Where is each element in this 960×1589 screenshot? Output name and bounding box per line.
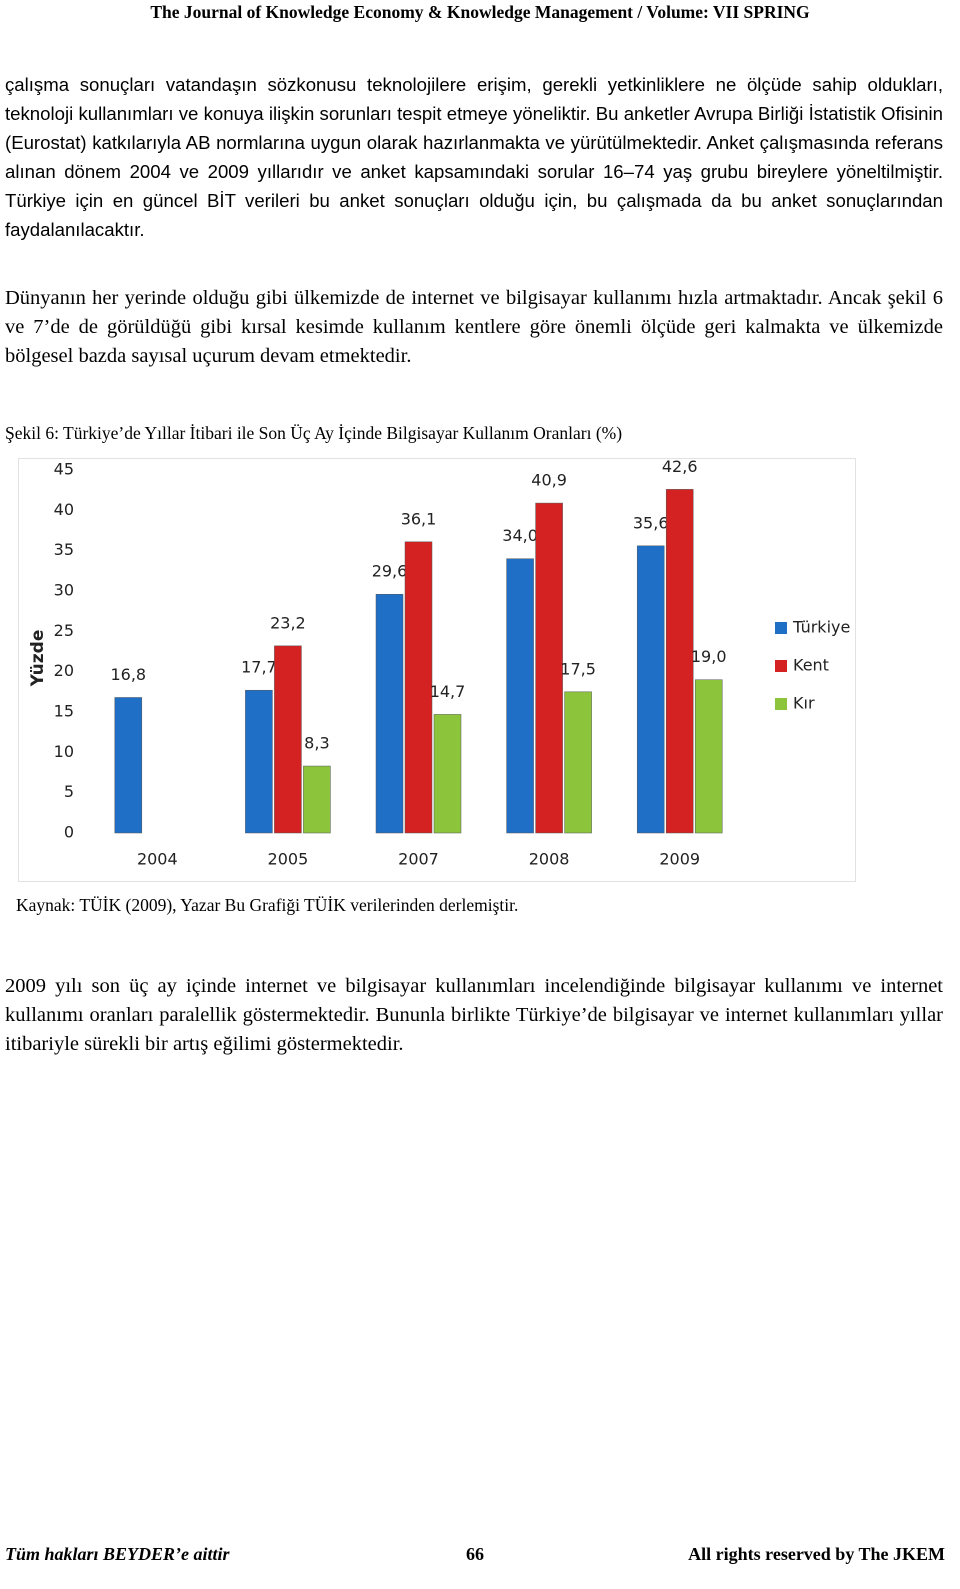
bar: [506, 558, 534, 834]
y-tick-label: 25: [54, 621, 74, 640]
y-axis-label: Yüzde: [28, 630, 48, 688]
data-label: 36,1: [401, 509, 437, 528]
bar: [665, 489, 694, 834]
data-label: 17,7: [241, 658, 277, 677]
y-tick-label: 40: [54, 500, 74, 519]
legend-label: Türkiye: [792, 618, 850, 637]
bar: [404, 541, 433, 834]
figure-source: Kaynak: TÜİK (2009), Yazar Bu Grafiği TÜ…: [16, 895, 519, 915]
y-tick-label: 30: [54, 581, 74, 600]
bar: [694, 679, 723, 834]
x-tick-label: 2005: [268, 850, 309, 869]
legend-label: Kent: [793, 656, 829, 675]
y-tick-label: 15: [54, 702, 74, 721]
page-number: 66: [466, 1544, 484, 1564]
bar: [433, 714, 462, 834]
legend-label: Kır: [793, 694, 815, 713]
bar: [375, 593, 404, 834]
y-tick-label: 0: [64, 823, 74, 842]
data-label: 29,6: [372, 562, 408, 581]
footer-left: Tüm hakları BEYDER’e aittir: [5, 1544, 230, 1564]
x-tick-label: 2004: [137, 850, 178, 869]
paragraph: Dünyanın her yerinde olduğu gibi ülkemiz…: [5, 287, 943, 367]
y-tick-label: 20: [54, 661, 74, 680]
data-label: 35,6: [633, 513, 669, 532]
data-label: 42,6: [662, 458, 698, 476]
bar: [303, 765, 331, 834]
legend-swatch: [775, 698, 787, 710]
bar: [274, 645, 302, 834]
data-label: 16,8: [110, 665, 146, 684]
bar: [535, 502, 563, 834]
y-tick-label: 10: [54, 742, 74, 761]
data-label: 8,3: [304, 734, 329, 753]
paragraph: 2009 yılı son üç ay içinde internet ve b…: [5, 975, 943, 1055]
chart: Yüzde 0 5 10 15 20 25 30 35 40 45 2004 16,8 2005 17,7…: [18, 458, 856, 882]
bar: [564, 691, 592, 834]
y-tick-label: 35: [54, 540, 74, 559]
journal-header: The Journal of Knowledge Economy & Knowl…: [150, 2, 810, 22]
bar: [636, 545, 665, 834]
y-tick-label: 5: [64, 782, 74, 801]
data-label: 40,9: [531, 471, 567, 490]
legend-swatch: [775, 622, 787, 634]
data-label: 17,5: [560, 659, 596, 678]
legend-swatch: [775, 660, 787, 672]
bar: [114, 697, 143, 834]
data-label: 34,0: [502, 526, 538, 545]
x-tick-label: 2009: [659, 850, 700, 869]
footer-right: All rights reserved by The JKEM: [688, 1544, 945, 1564]
paragraph: çalışma sonuçları vatandaşın sözkonusu t…: [5, 74, 943, 240]
data-label: 19,0: [691, 647, 727, 666]
x-tick-label: 2008: [529, 850, 570, 869]
data-label: 14,7: [430, 682, 466, 701]
bar: [245, 689, 273, 834]
data-label: 23,2: [270, 613, 306, 632]
figure-title: Şekil 6: Türkiye’de Yıllar İtibari ile S…: [5, 423, 623, 443]
y-tick-label: 45: [54, 460, 74, 479]
x-tick-label: 2007: [398, 850, 439, 869]
